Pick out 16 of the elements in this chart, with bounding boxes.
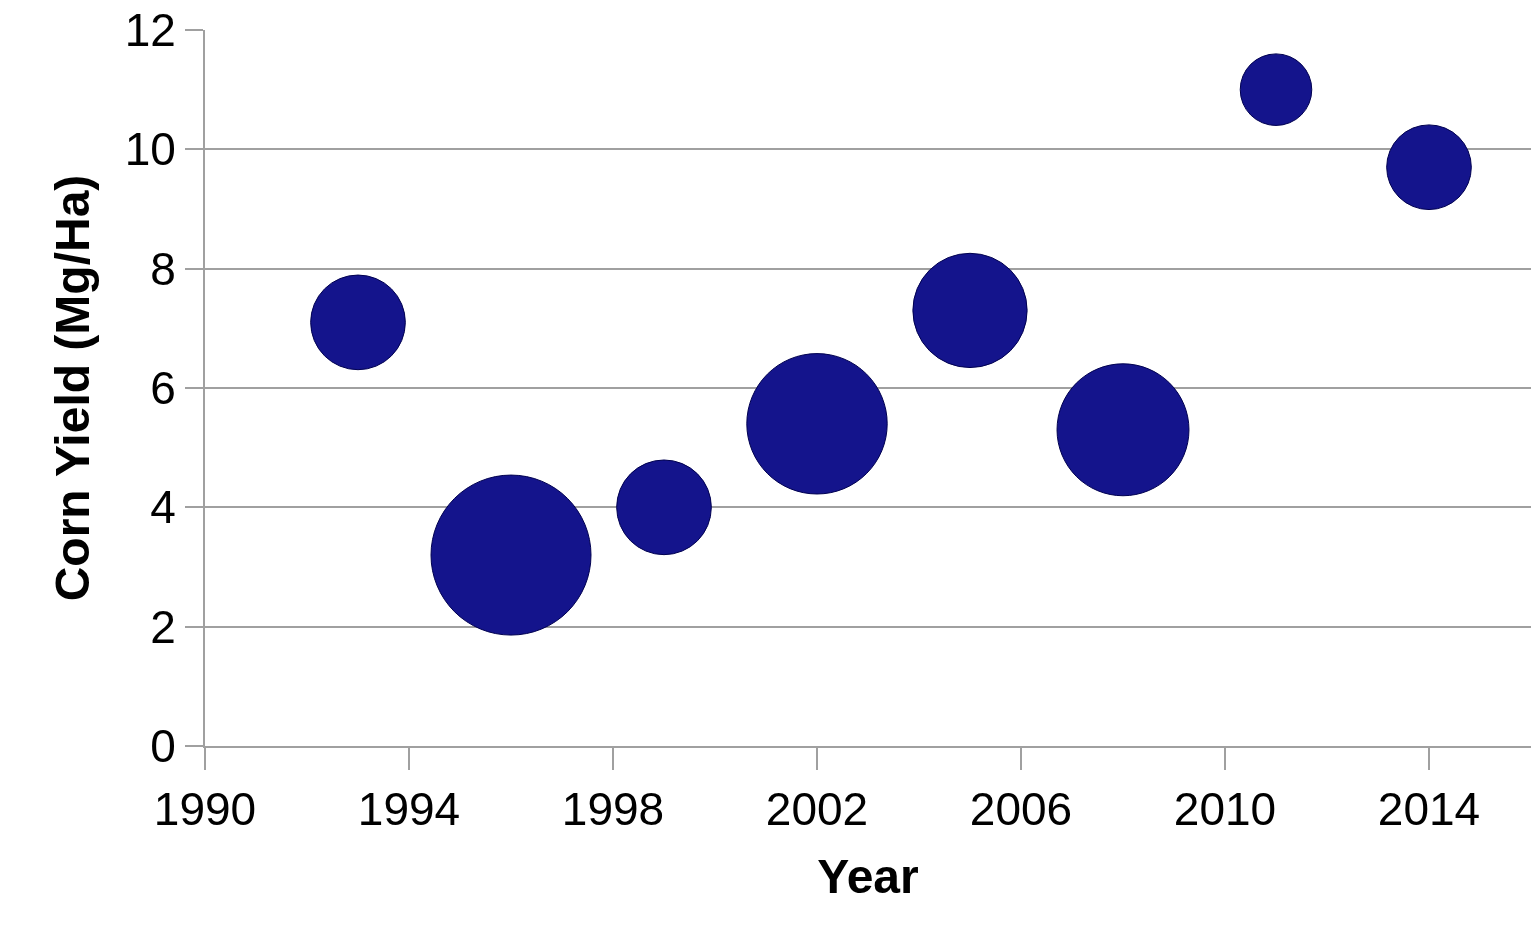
- y-tick-label: 12: [124, 4, 176, 57]
- x-tick-label: 1994: [357, 783, 461, 836]
- x-tick-label: 1990: [153, 783, 257, 836]
- x-tick-label: 2010: [1173, 783, 1277, 836]
- x-tick-label: 2014: [1377, 783, 1481, 836]
- y-tick-label: 10: [124, 123, 176, 176]
- y-tick-label: 2: [150, 600, 176, 653]
- y-axis-title: Corn Yield (Mg/Ha): [45, 174, 99, 602]
- y-tick-label: 0: [150, 720, 176, 773]
- y-tick-label: 4: [150, 481, 176, 534]
- y-tick-label: 8: [150, 242, 176, 295]
- x-axis-title: Year: [817, 849, 919, 903]
- y-tick-label: 6: [150, 362, 176, 415]
- x-tick-label: 2006: [969, 783, 1073, 836]
- x-tick-label: 2002: [765, 783, 869, 836]
- x-tick-label: 1998: [561, 783, 665, 836]
